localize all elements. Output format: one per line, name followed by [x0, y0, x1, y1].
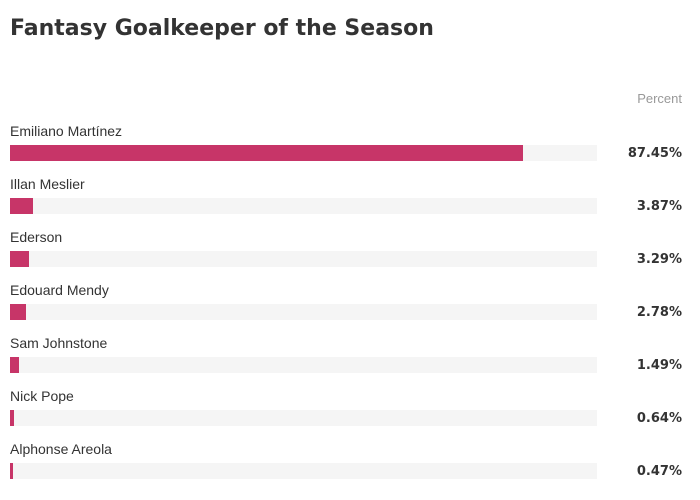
bar-label: Edouard Mendy [10, 282, 109, 298]
bar-track [10, 198, 597, 214]
bar-row: Sam Johnstone 1.49% [10, 335, 682, 388]
bar-track [10, 304, 597, 320]
bar-track [10, 463, 597, 479]
bar-track [10, 251, 597, 267]
bar [10, 198, 33, 214]
bar-value-label: 1.49% [636, 358, 682, 373]
bar-label: Sam Johnstone [10, 335, 108, 351]
chart-title: Fantasy Goalkeeper of the Season [10, 16, 434, 41]
bar-value-label: 2.78% [636, 305, 682, 320]
bar-value-label: 3.87% [636, 199, 682, 214]
bar-value-label: 0.64% [636, 411, 682, 426]
bar-row: Nick Pope 0.64% [10, 388, 682, 441]
bar-track [10, 410, 597, 426]
bar [10, 463, 13, 479]
bar [10, 145, 524, 161]
bar-row: Illan Meslier 3.87% [10, 176, 682, 229]
bar-label: Ederson [10, 229, 63, 245]
bar-value-label: 87.45% [627, 146, 682, 161]
bar-rows: Emiliano Martínez 87.45% Illan Meslier 3.87… [10, 123, 682, 494]
bar-label: Nick Pope [10, 388, 74, 404]
bar-row: Ederson 3.29% [10, 229, 682, 282]
bar-track [10, 357, 597, 373]
bar [10, 251, 30, 267]
bar-value-label: 0.47% [636, 464, 682, 479]
bar-label: Alphonse Areola [10, 441, 112, 457]
bar-row: Emiliano Martínez 87.45% [10, 123, 682, 176]
bar-value-label: 3.29% [636, 252, 682, 267]
bar [10, 357, 19, 373]
value-column-header: Percent [637, 91, 682, 106]
bar [10, 410, 14, 426]
bar [10, 304, 27, 320]
bar-row: Edouard Mendy 2.78% [10, 282, 682, 335]
bar-track [10, 145, 597, 161]
bar-label: Illan Meslier [10, 176, 85, 192]
bar-row: Alphonse Areola 0.47% [10, 441, 682, 494]
bar-label: Emiliano Martínez [10, 123, 123, 139]
